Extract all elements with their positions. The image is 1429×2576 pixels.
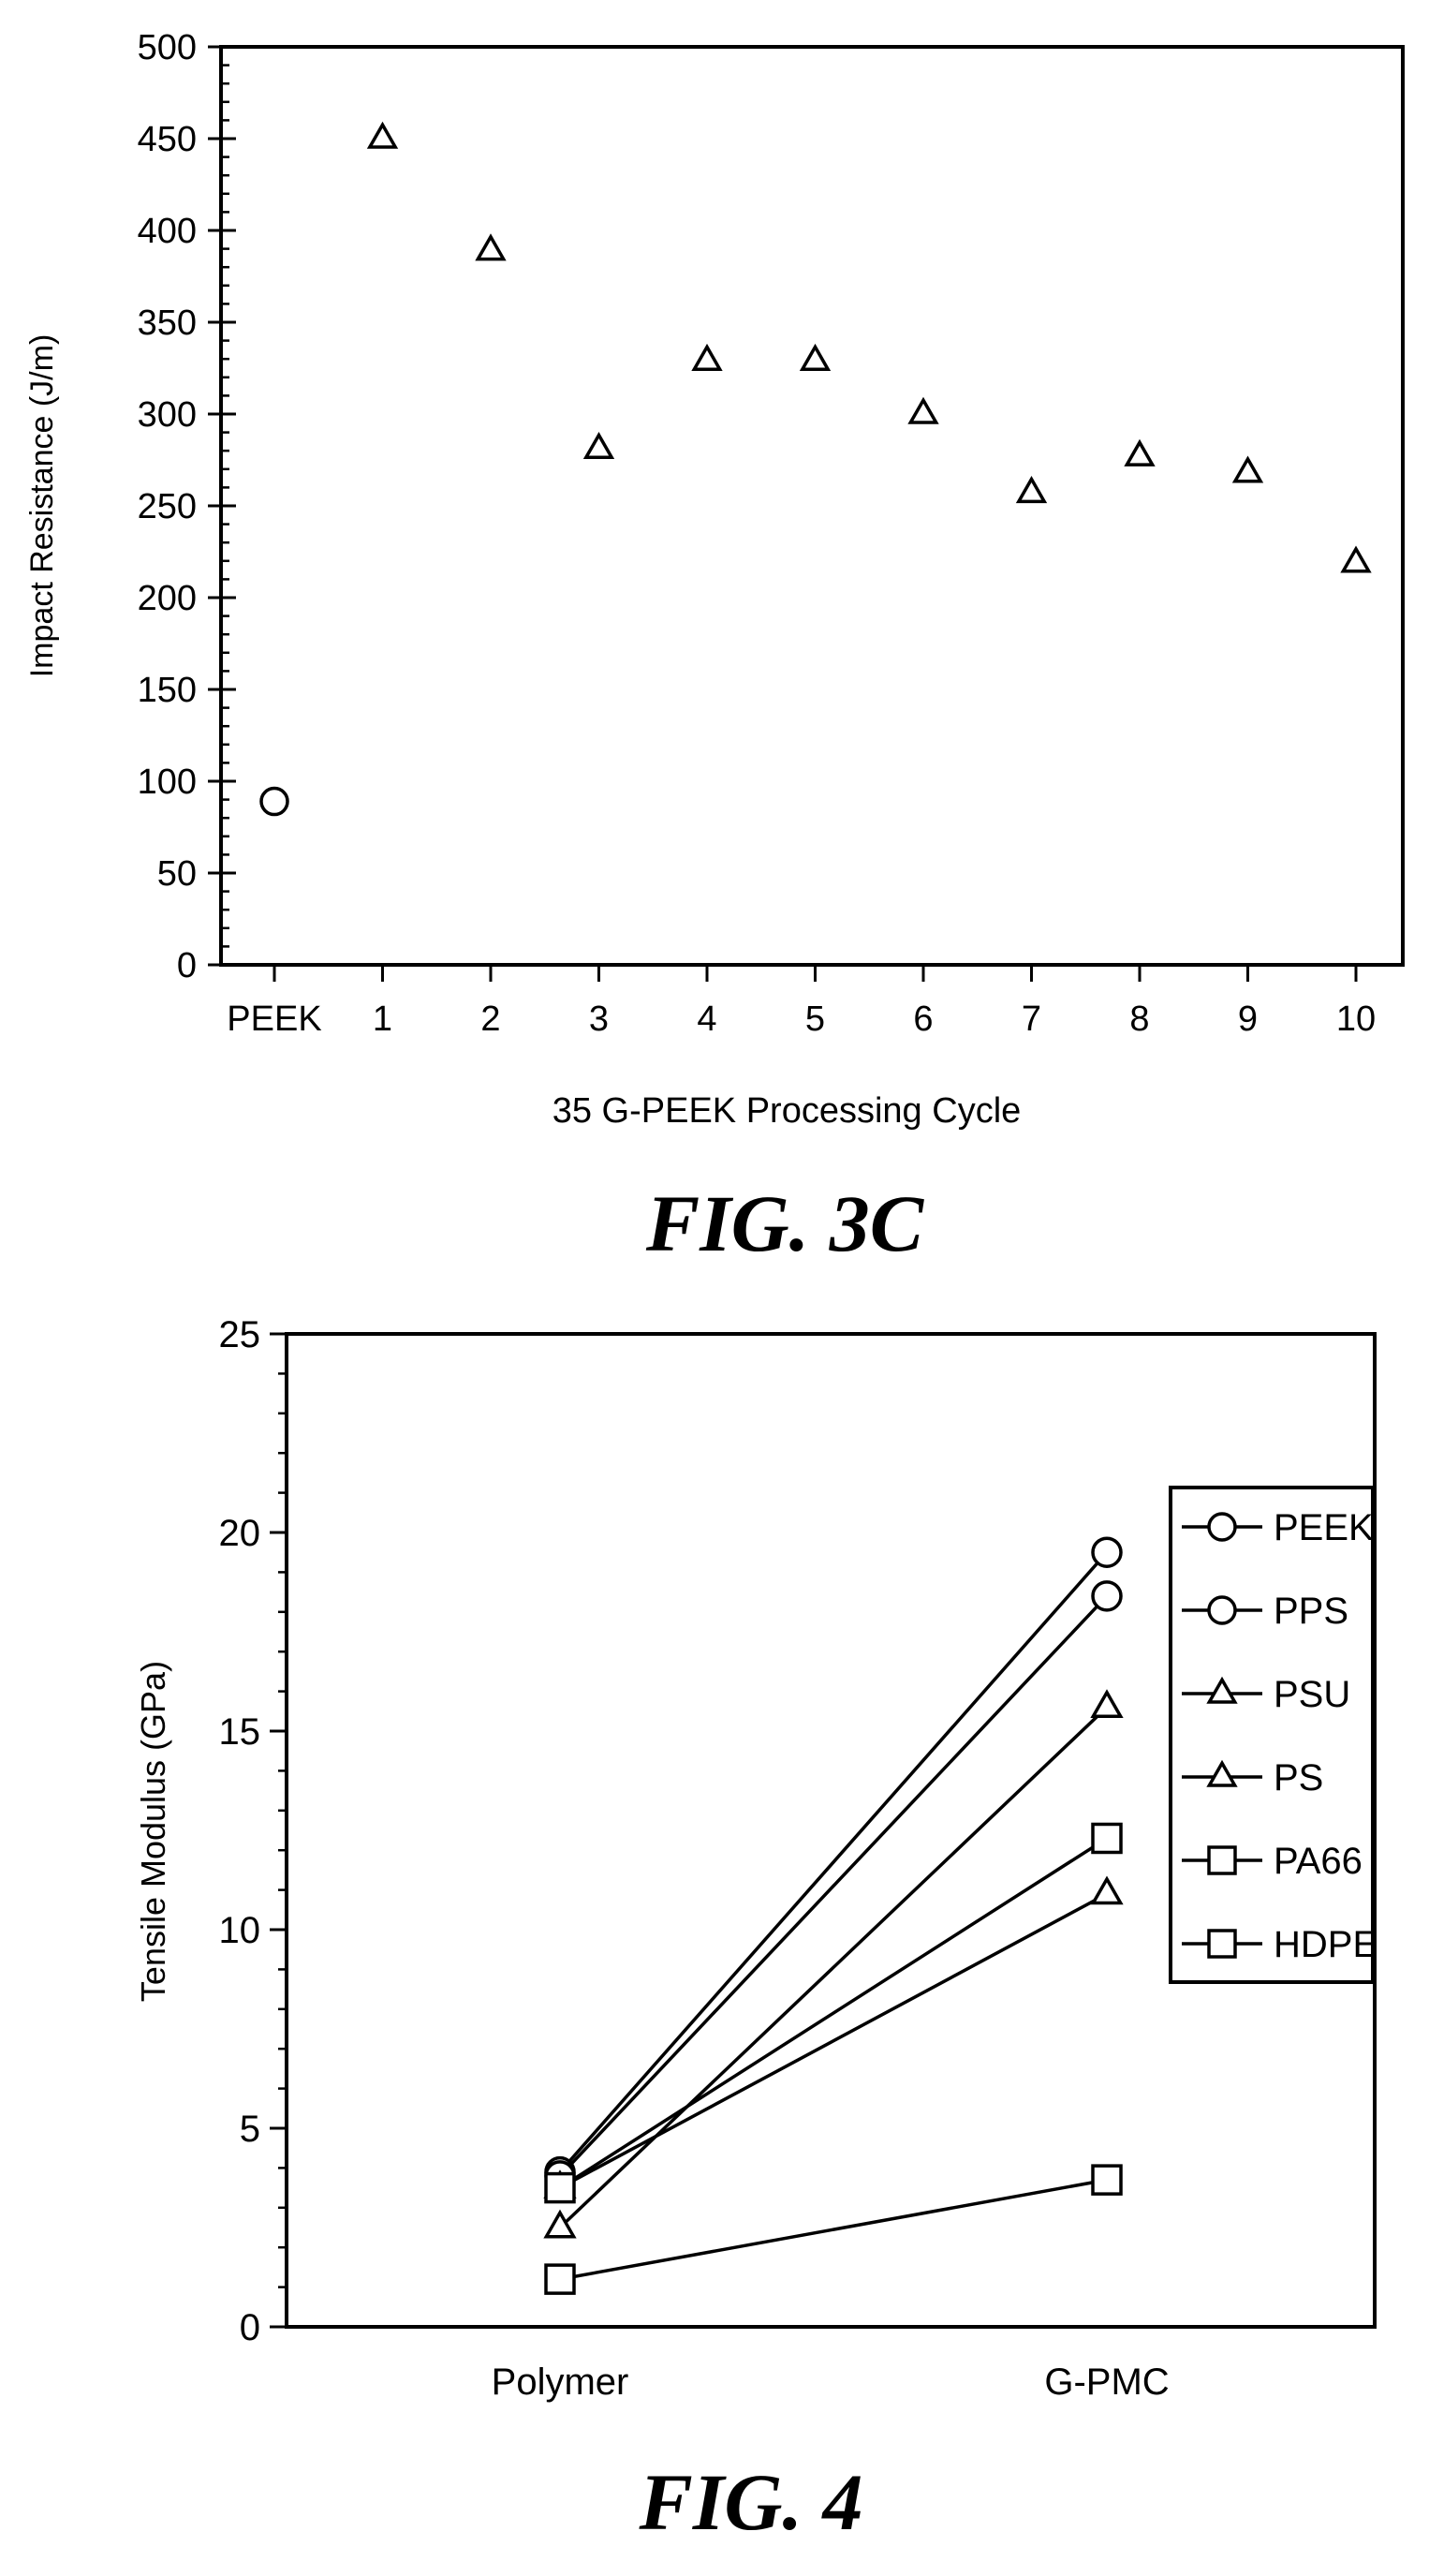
fig-4-legend-frame <box>1169 1486 1375 1984</box>
fig-4-legend-item-pps: PPS <box>1182 1591 1348 1632</box>
fig-3c-x-tick-label: 7 <box>1022 999 1041 1039</box>
fig-4-legend-item-psu: PSU <box>1182 1674 1350 1715</box>
fig-3c-y-tick-label: 500 <box>138 28 197 67</box>
fig-4-y-tick-label: 25 <box>219 1314 261 1355</box>
fig-3c-x-tick-label: 6 <box>913 999 933 1039</box>
fig-4-y-tick-label: 15 <box>219 1711 261 1753</box>
fig-3c-y-tick-label: 250 <box>138 487 197 526</box>
fig-3c-data-point-triangle <box>1340 545 1372 573</box>
fig-3c-x-tick-label: 3 <box>589 999 609 1039</box>
fig-4-legend-label: PS <box>1274 1757 1323 1799</box>
fig-4-series-line-pps <box>558 1594 1109 2178</box>
fig-3c-data-point-triangle <box>691 343 723 371</box>
fig-3c-data-point-triangle <box>799 343 832 371</box>
fig-4-data-marks <box>543 1536 1124 2295</box>
fig-4-series-line-psu <box>558 1706 1109 2229</box>
fig-4-legend-item-peek: PEEK <box>1182 1507 1374 1548</box>
fig-4-y-axis-label: Tensile Modulus (GPa) <box>134 1661 172 2002</box>
fig-3c-data-point-triangle <box>366 121 399 149</box>
fig-3c-data-point-triangle <box>582 431 615 460</box>
fig-4-data-point-psu <box>543 2209 577 2239</box>
fig-3c-data-marks <box>259 121 1372 817</box>
fig-3c-y-tick-label: 200 <box>138 579 197 618</box>
fig-4-legend-item-hdpe: HDPE <box>1182 1924 1377 1965</box>
fig-4-x-tick-label: G-PMC <box>1044 2361 1169 2403</box>
fig-3c-x-tick-label: 2 <box>480 999 500 1039</box>
fig-3c-y-tick-label: 400 <box>138 212 197 251</box>
fig-4-data-point-hdpe <box>1091 2164 1123 2196</box>
fig-4-legend-label: PA66 <box>1274 1841 1363 1882</box>
fig-4-data-point-hdpe <box>544 2263 576 2295</box>
fig-3c-y-tick-label: 150 <box>138 671 197 710</box>
fig-3c-data-point-triangle <box>907 396 939 424</box>
fig-4-legend-marker-square <box>1207 1929 1237 1959</box>
fig-3c-y-tick-label: 300 <box>138 395 197 435</box>
fig-4-legend-marker-triangle <box>1206 1676 1238 1704</box>
fig-4-legend-marker-circle <box>1207 1595 1237 1625</box>
fig-4-y-tick-label: 20 <box>219 1513 261 1554</box>
fig-4-data-point-pps <box>1091 1580 1123 1612</box>
fig-4-series-line-hdpe <box>559 2178 1108 2281</box>
fig-4-legend-item-pa66: PA66 <box>1182 1841 1363 1882</box>
fig-3c-x-tick-label: 5 <box>805 999 825 1039</box>
fig-4-series-line-pa66 <box>559 1837 1108 2190</box>
fig-4-y-axis: 0 5 10 15 20 25 <box>219 1314 287 2348</box>
fig-4-y-tick-label: 0 <box>240 2307 260 2348</box>
fig-4-data-point-peek <box>1091 1536 1123 1568</box>
fig-4-data-point-pa66 <box>1091 1822 1123 1855</box>
fig-3c-x-tick-label: PEEK <box>227 999 321 1039</box>
fig-3c-y-tick-label: 450 <box>138 120 197 159</box>
fig-4-series-line-peek <box>558 1551 1109 2173</box>
fig-4-legend-label: PSU <box>1274 1674 1350 1715</box>
fig-3c-chart: 0 50 100 150 200 250 300 350 400 450 500 PEEK 1 2 3 4 5… <box>24 28 1405 1268</box>
fig-3c-x-tick-label: 8 <box>1129 999 1149 1039</box>
fig-4-data-point-ps <box>1090 1875 1124 1905</box>
fig-3c-y-axis: 0 50 100 150 200 250 300 350 400 450 500 <box>138 28 236 985</box>
fig-3c-y-tick-label: 350 <box>138 303 197 343</box>
fig-4-data-point-pa66 <box>544 2171 576 2204</box>
fig-3c-x-tick-label: 10 <box>1336 999 1376 1039</box>
fig-3c-data-point-triangle <box>1015 476 1048 504</box>
fig-4-chart: 0 5 10 15 20 25 Polymer G-PMC PEEK PPS PSU PS PA66… <box>134 1314 1377 2547</box>
fig-3c-data-point-triangle <box>475 233 507 261</box>
fig-3c-y-tick-label: 100 <box>138 762 197 802</box>
fig-3c-y-tick-label: 0 <box>177 946 197 985</box>
fig-4-legend-marker-square <box>1207 1845 1237 1875</box>
fig-4-series-lines <box>558 1551 1109 2281</box>
fig-4-y-tick-label: 5 <box>240 2109 260 2150</box>
fig-4-legend: PEEK PPS PSU PS PA66 HDPE <box>1169 1486 1377 1984</box>
fig-4-legend-marker-triangle <box>1206 1759 1238 1787</box>
fig-3c-caption: FIG. 3C <box>645 1178 925 1268</box>
fig-3c-y-axis-label: Impact Resistance (J/m) <box>24 334 60 678</box>
fig-4-legend-label: PPS <box>1274 1591 1348 1632</box>
fig-3c-x-tick-label: 9 <box>1238 999 1258 1039</box>
fig-4-legend-label: HDPE <box>1274 1924 1377 1965</box>
fig-4-legend-marker-circle <box>1207 1512 1237 1542</box>
fig-4-caption: FIG. 4 <box>639 2457 863 2547</box>
fig-4-data-point-psu <box>1090 1689 1124 1718</box>
fig-3c-x-axis-label: 35 G-PEEK Processing Cycle <box>552 1091 1022 1131</box>
fig-3c-x-axis: PEEK 1 2 3 4 5 6 7 8 9 10 <box>227 965 1376 1039</box>
fig-4-legend-item-ps: PS <box>1182 1757 1323 1799</box>
fig-3c-data-point-circle <box>259 786 289 817</box>
fig-4-legend-label: PEEK <box>1274 1507 1374 1548</box>
fig-3c-y-tick-label: 50 <box>157 854 197 894</box>
fig-3c-x-tick-label: 4 <box>697 999 716 1039</box>
fig-4-x-axis: Polymer G-PMC <box>492 2361 1170 2403</box>
fig-4-x-tick-label: Polymer <box>492 2361 629 2403</box>
fig-3c-data-point-triangle <box>1124 438 1156 466</box>
fig-4-y-tick-label: 10 <box>219 1910 261 1951</box>
fig-3c-data-point-triangle <box>1231 455 1264 483</box>
fig-4-series-line-ps <box>559 1892 1108 2190</box>
fig-3c-x-tick-label: 1 <box>373 999 392 1039</box>
fig-3c-plot-frame <box>219 45 1405 967</box>
